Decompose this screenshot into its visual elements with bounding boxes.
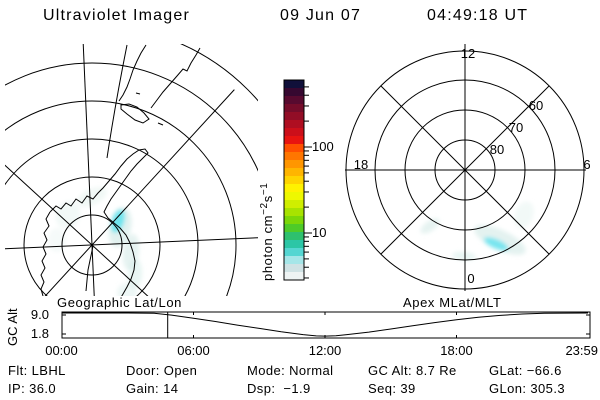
colorbar-bands bbox=[284, 80, 304, 280]
geographic-map-panel bbox=[5, 44, 258, 296]
strip-chart-frame bbox=[61, 311, 591, 339]
spacecraft-track-line bbox=[85, 245, 94, 292]
gc-altitude-curve bbox=[62, 312, 589, 337]
colorbar-band bbox=[284, 96, 304, 104]
colorbar-tick-label-100: 100 bbox=[312, 139, 334, 154]
colorbar-band bbox=[284, 88, 304, 96]
xtick-0600: 06:00 bbox=[177, 343, 210, 358]
map-latitude-rings bbox=[5, 44, 258, 296]
status-row1-col4: GC Alt: 8.7 Re bbox=[368, 363, 457, 378]
coastline-antarctica bbox=[40, 148, 149, 296]
status-row2-col3: Dsp: −1.9 bbox=[247, 381, 311, 396]
altitude-strip-chart: Geographic Lat/Lon Apex MLat/MLT GC Alt … bbox=[5, 295, 598, 358]
colorbar-band bbox=[284, 272, 304, 280]
strip-ylabel: GC Alt bbox=[5, 308, 20, 346]
colorbar-band bbox=[284, 248, 304, 256]
colorbar-band bbox=[284, 152, 304, 160]
status-row1-col5: GLat: −66.6 bbox=[489, 363, 562, 378]
colorbar-panel: 100 10 photon cm−2s−1 bbox=[259, 79, 334, 281]
ytick-1-8: 1.8 bbox=[31, 326, 49, 341]
xtick-0000: 00:00 bbox=[45, 343, 78, 358]
mlt-label-18: 18 bbox=[354, 157, 368, 172]
colorbar-unit-label: photon cm−2s−1 bbox=[259, 183, 275, 281]
status-row1-col1: Flt: LBHL bbox=[8, 363, 66, 378]
xtick-1200: 12:00 bbox=[309, 343, 342, 358]
colorbar-band bbox=[284, 136, 304, 144]
xtick-1800: 18:00 bbox=[440, 343, 473, 358]
colorbar-band bbox=[284, 144, 304, 152]
mlt-label-6: 6 bbox=[583, 157, 590, 172]
status-row1-col3: Mode: Normal bbox=[247, 363, 334, 378]
colorbar-band bbox=[284, 192, 304, 200]
map-meridian-spokes bbox=[5, 44, 258, 296]
status-row2-col4: Seq: 39 bbox=[368, 381, 416, 396]
status-row2-col2: Gain: 14 bbox=[126, 381, 179, 396]
colorbar-band bbox=[284, 168, 304, 176]
mlat-label-60: 60 bbox=[529, 98, 543, 113]
colorbar-band bbox=[284, 232, 304, 240]
map-meridian-extra bbox=[106, 44, 128, 159]
apex-polar-panel: 12 18 6 0 60 70 80 bbox=[345, 44, 591, 291]
header-date: 09 Jun 07 bbox=[280, 7, 362, 24]
colorbar-ticks bbox=[304, 86, 312, 279]
ytick-9: 9.0 bbox=[31, 307, 49, 322]
status-row2-col1: IP: 36.0 bbox=[8, 381, 57, 396]
colorbar-band bbox=[284, 112, 304, 120]
mlat-label-70: 70 bbox=[509, 120, 523, 135]
colorbar-band bbox=[284, 256, 304, 264]
xtick-2359: 23:59 bbox=[565, 343, 598, 358]
page-title: Ultraviolet Imager bbox=[43, 7, 190, 24]
polar-mlt-spokes bbox=[345, 44, 586, 291]
status-row2-col5: GLon: 305.3 bbox=[489, 381, 565, 396]
colorbar-band bbox=[284, 200, 304, 208]
aurora-emission-right bbox=[420, 201, 534, 261]
coastline-south-america bbox=[118, 44, 201, 126]
mlt-label-12: 12 bbox=[461, 46, 475, 61]
colorbar-band bbox=[284, 184, 304, 192]
colorbar-band bbox=[284, 104, 304, 112]
colorbar-band bbox=[284, 216, 304, 224]
colorbar-band bbox=[284, 120, 304, 128]
colorbar-band bbox=[284, 208, 304, 216]
mlat-label-80: 80 bbox=[490, 142, 504, 157]
mlt-label-0: 0 bbox=[467, 271, 474, 286]
colorbar-band bbox=[284, 160, 304, 168]
colorbar-band bbox=[284, 240, 304, 248]
apex-polar-caption: Apex MLat/MLT bbox=[403, 295, 502, 310]
colorbar-band bbox=[284, 264, 304, 272]
header-time: 04:49:18 UT bbox=[427, 7, 529, 24]
status-row1-col2: Door: Open bbox=[126, 363, 198, 378]
colorbar-frame bbox=[283, 79, 305, 281]
colorbar-band bbox=[284, 80, 304, 88]
colorbar-band bbox=[284, 128, 304, 136]
colorbar-band bbox=[284, 176, 304, 184]
left-map-caption: Geographic Lat/Lon bbox=[57, 295, 182, 310]
colorbar-band bbox=[284, 224, 304, 232]
colorbar-tick-label-10: 10 bbox=[312, 225, 326, 240]
strip-chart-ticks bbox=[62, 312, 590, 338]
